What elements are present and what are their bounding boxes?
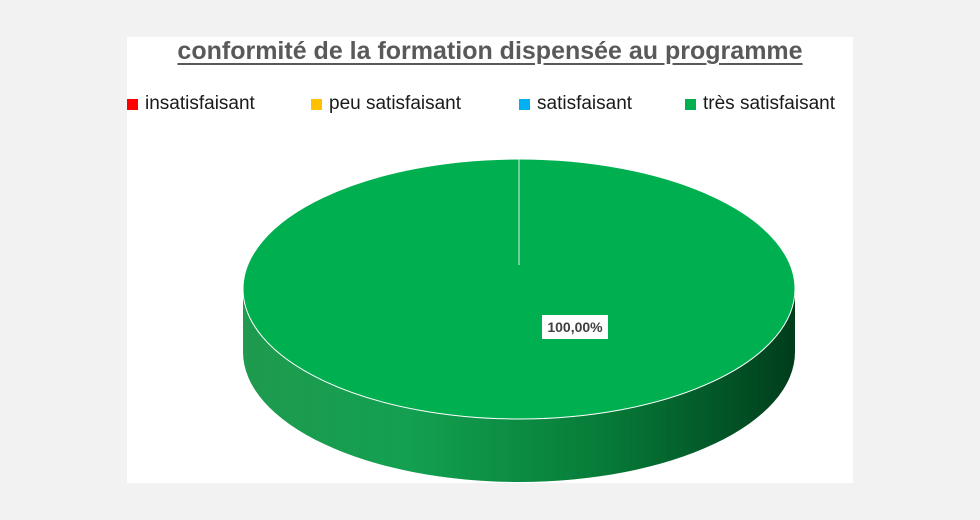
legend-item-satisfaisant: satisfaisant xyxy=(519,92,632,116)
legend-item-peu-satisfaisant: peu satisfaisant xyxy=(311,92,461,116)
legend-label-satisfaisant: satisfaisant xyxy=(537,93,633,114)
data-label-box xyxy=(542,315,608,339)
legend-swatch-peu-satisfaisant xyxy=(311,98,322,110)
pie-data-labels: 100,00% xyxy=(542,315,608,339)
legend-item-insatisfaisant: insatisfaisant xyxy=(127,92,255,116)
legend: insatisfaisant peu satisfaisant satisfai… xyxy=(127,92,853,116)
legend-swatch-insatisfaisant xyxy=(127,98,138,110)
legend-swatch-tres-satisfaisant xyxy=(685,98,696,110)
chart-title: conformité de la formation dispensée au … xyxy=(177,37,803,65)
data-label: 100,00% xyxy=(547,319,603,335)
legend-item-tres-satisfaisant: très satisfaisant xyxy=(685,92,835,116)
pie-slices xyxy=(242,158,796,482)
legend-label-peu-satisfaisant: peu satisfaisant xyxy=(329,93,462,114)
legend-label-insatisfaisant: insatisfaisant xyxy=(145,93,255,114)
pie-side xyxy=(243,289,795,482)
legend-label-tres-satisfaisant: très satisfaisant xyxy=(703,93,835,114)
legend-swatch-satisfaisant xyxy=(519,98,530,110)
